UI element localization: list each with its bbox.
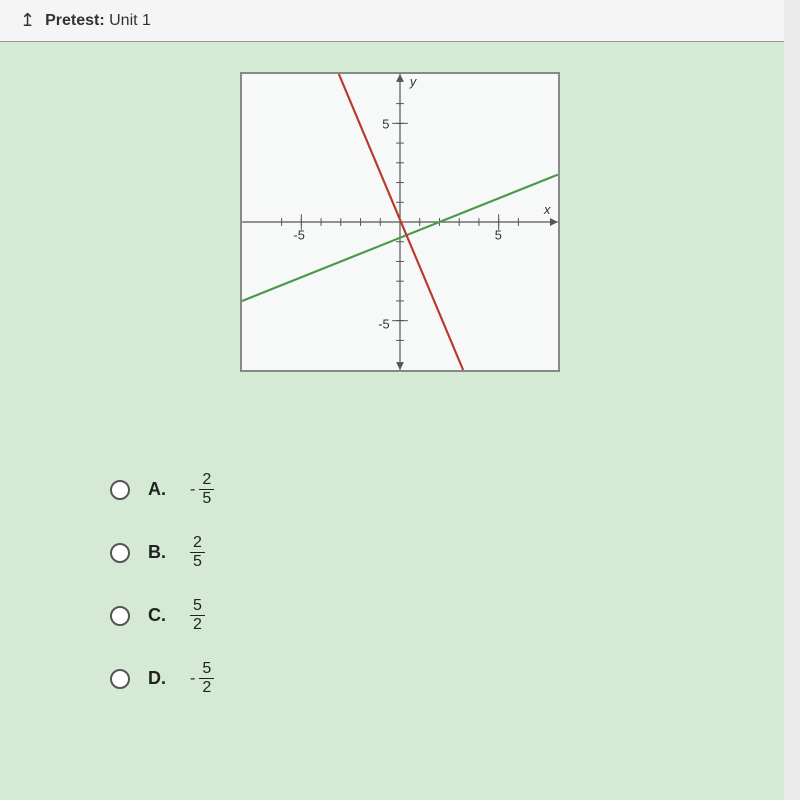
radio-c[interactable] (110, 606, 130, 626)
option-letter: A. (148, 479, 172, 500)
denominator: 2 (199, 679, 214, 696)
fraction: 5 2 (190, 598, 205, 633)
page-title: Pretest: Unit 1 (45, 12, 151, 30)
y-tick-5: 5 (382, 116, 389, 131)
radio-b[interactable] (110, 543, 130, 563)
fraction: 2 5 (199, 472, 214, 507)
option-c-value: 5 2 (190, 598, 205, 633)
title-prefix: Pretest: (45, 12, 105, 29)
option-a[interactable]: A. - 2 5 (110, 472, 750, 507)
scrollbar-track[interactable] (784, 0, 800, 800)
option-d-value: - 5 2 (190, 661, 214, 696)
negative-sign: - (190, 670, 195, 688)
negative-sign: - (190, 481, 195, 499)
graph-container: 5 -5 -5 5 y x (240, 72, 560, 372)
fraction: 2 5 (190, 535, 205, 570)
radio-d[interactable] (110, 669, 130, 689)
content-area: 5 -5 -5 5 y x A. - 2 5 (0, 42, 800, 754)
numerator: 5 (190, 598, 205, 616)
denominator: 5 (199, 490, 214, 507)
header-bar: ↥ Pretest: Unit 1 (0, 0, 800, 42)
numerator: 5 (199, 661, 214, 679)
graph-svg: 5 -5 -5 5 y x (242, 74, 558, 370)
denominator: 2 (190, 616, 205, 633)
title-unit: Unit 1 (109, 12, 151, 29)
option-b[interactable]: B. 2 5 (110, 535, 750, 570)
answer-options: A. - 2 5 B. 2 5 C. (110, 472, 750, 696)
option-letter: B. (148, 542, 172, 563)
radio-a[interactable] (110, 480, 130, 500)
fraction: 5 2 (199, 661, 214, 696)
x-tick-neg5: -5 (293, 228, 304, 243)
back-arrow-icon[interactable]: ↥ (20, 10, 35, 31)
option-c[interactable]: C. 5 2 (110, 598, 750, 633)
tick-labels: 5 -5 -5 5 y x (293, 74, 551, 332)
numerator: 2 (199, 472, 214, 490)
option-a-value: - 2 5 (190, 472, 214, 507)
x-tick-5: 5 (495, 228, 502, 243)
denominator: 5 (190, 553, 205, 570)
option-d[interactable]: D. - 5 2 (110, 661, 750, 696)
option-letter: C. (148, 605, 172, 626)
numerator: 2 (190, 535, 205, 553)
y-axis-label: y (409, 74, 418, 89)
x-axis-label: x (543, 202, 551, 217)
y-tick-neg5: -5 (378, 317, 389, 332)
option-letter: D. (148, 668, 172, 689)
option-b-value: 2 5 (190, 535, 205, 570)
